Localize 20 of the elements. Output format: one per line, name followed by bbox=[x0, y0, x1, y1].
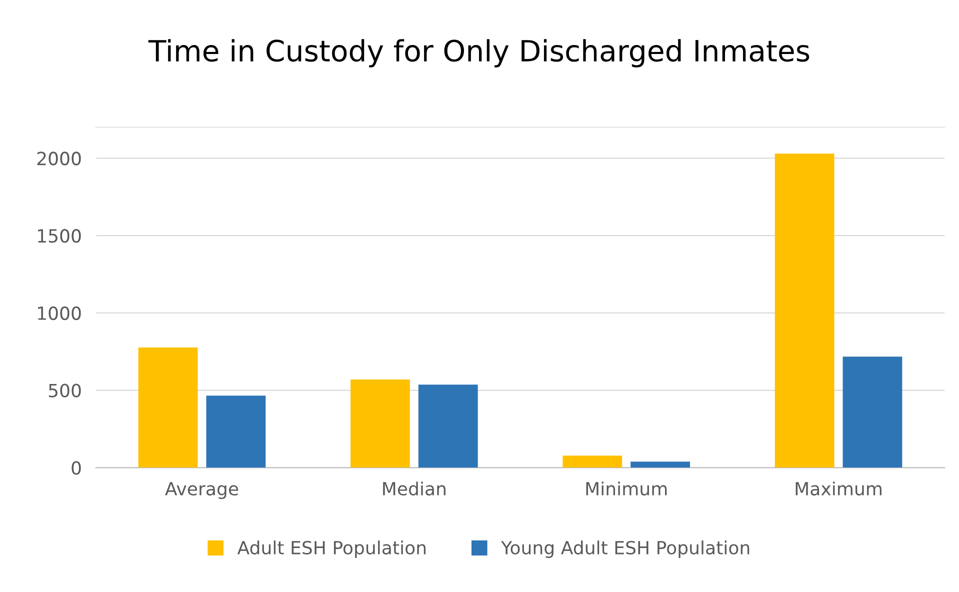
bar bbox=[206, 396, 266, 468]
bar bbox=[630, 462, 690, 468]
chart-title: Time in Custody for Only Discharged Inmates bbox=[148, 39, 810, 68]
x-tick-label: Minimum bbox=[586, 482, 667, 496]
legend-label: Adult ESH Population bbox=[237, 540, 426, 558]
bar bbox=[842, 356, 902, 468]
bar bbox=[418, 384, 478, 468]
x-tick-label: Median bbox=[383, 482, 446, 496]
bar bbox=[774, 154, 834, 468]
legend-label: Young Adult ESH Population bbox=[501, 540, 750, 558]
bar bbox=[138, 347, 198, 468]
y-tick-label: 2000 bbox=[37, 152, 81, 166]
x-tick-label: Average bbox=[165, 482, 238, 500]
bar bbox=[350, 379, 410, 468]
y-tick-label: 0 bbox=[72, 461, 81, 475]
y-tick-label: 1000 bbox=[38, 306, 81, 320]
x-tick-label: Maximum bbox=[796, 482, 882, 496]
y-tick-label: 500 bbox=[48, 384, 81, 398]
bar bbox=[562, 456, 622, 468]
y-tick-label: 1500 bbox=[38, 229, 81, 243]
